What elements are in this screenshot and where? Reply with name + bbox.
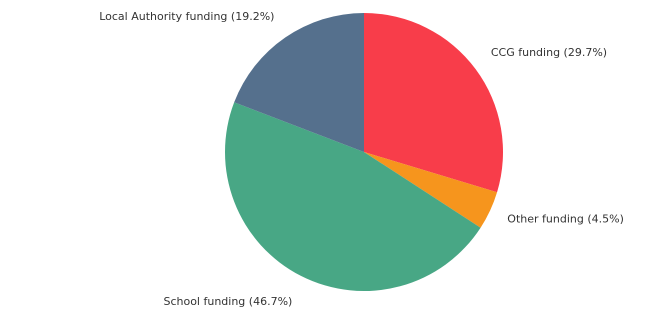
- pie-slice-school-funding: [225, 102, 481, 292]
- pie-slices: [225, 13, 504, 292]
- pie-labels: CCG funding (29.7%) Other funding (4.5%) S…: [99, 10, 624, 308]
- pie-label-local-authority-funding: Local Authority funding (19.2%): [99, 10, 274, 23]
- pie-slice-other-funding: [364, 152, 498, 228]
- pie-label-other-funding: Other funding (4.5%): [507, 213, 624, 226]
- pie-slice-local-authority-funding: [234, 13, 364, 152]
- pie-slice-ccg-funding: [364, 13, 504, 193]
- pie-label-school-funding: School funding (46.7%): [163, 295, 292, 308]
- pie-label-ccg-funding: CCG funding (29.7%): [491, 46, 607, 59]
